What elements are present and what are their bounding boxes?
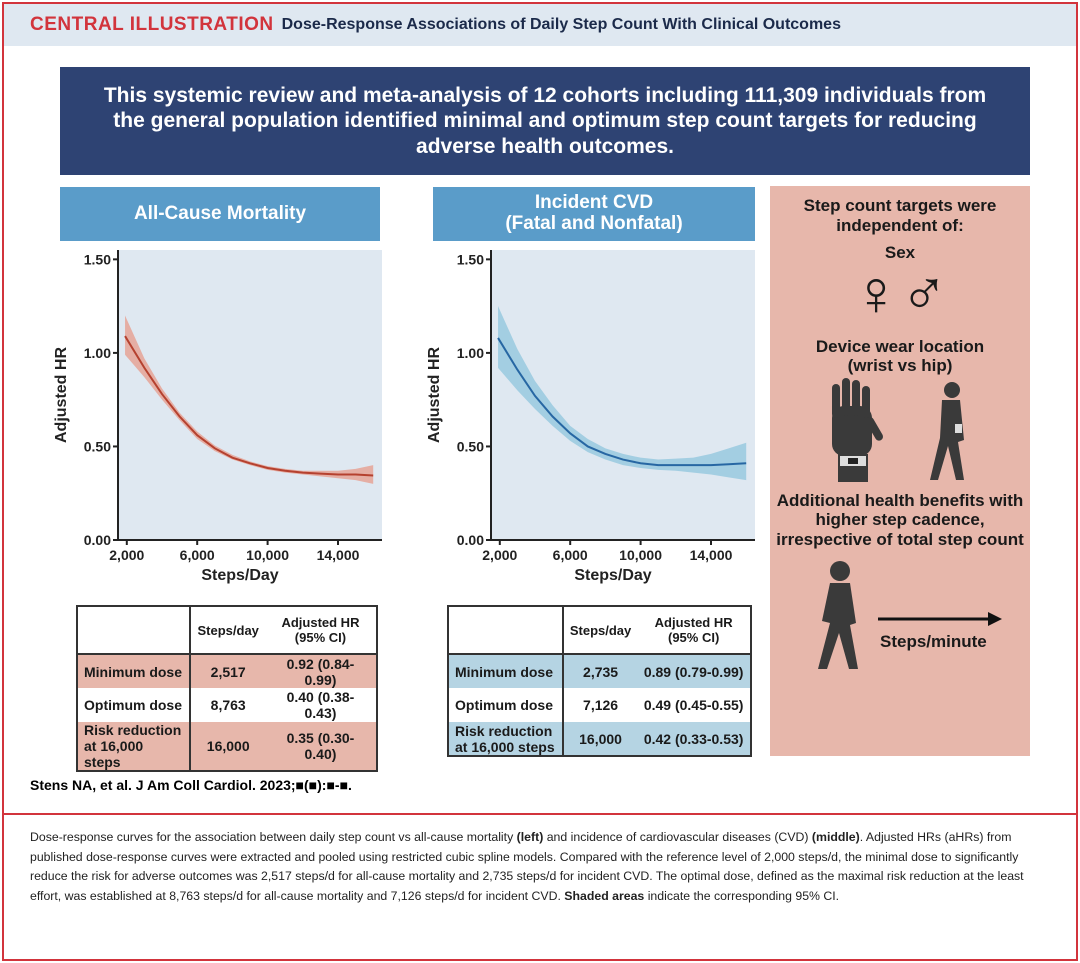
- header-steps: Steps/day: [562, 606, 638, 655]
- x-tick-label: 10,000: [619, 547, 662, 563]
- header-hr: Adjusted HR (95% CI): [637, 606, 751, 655]
- table-cell: 7,126: [583, 697, 619, 713]
- y-tick-label: 0.00: [457, 532, 484, 548]
- x-tick-label: 2,000: [482, 547, 517, 563]
- x-axis-label: Steps/Day: [574, 567, 651, 584]
- header-cell: [448, 606, 564, 655]
- caption-bold: (left): [516, 830, 544, 844]
- walking-woman-icon: [818, 561, 858, 670]
- y-tick-label: 1.50: [457, 251, 484, 267]
- header-cell: [77, 606, 192, 655]
- x-tick-label: 14,000: [690, 547, 733, 563]
- caption-bold: Shaded areas: [564, 889, 645, 904]
- cvd-chart: 0.00 0.50 1.00 1.50 2,000 6,000 10,000 14,000 St…: [426, 250, 755, 584]
- caption-text: and incidence of cardiovascular diseases…: [543, 830, 812, 844]
- cvd-table: Steps/day Adjusted HR (95% CI) Minimum dos…: [447, 605, 752, 757]
- hr-curve: [497, 337, 747, 467]
- walking-person-hip-icon: [930, 381, 964, 480]
- table-cell: 2,517: [210, 663, 246, 680]
- table-header: Steps/day Adjusted HR (95% CI): [448, 606, 751, 655]
- table-row: Optimum dose 8,763 0.40 (0.38-0.43): [77, 688, 377, 722]
- table-cell: Risk reduction at 16,000 steps: [77, 722, 192, 771]
- cadence-graphic: Steps/minute: [818, 561, 1002, 670]
- table-cell: Optimum dose: [77, 688, 192, 722]
- sex-label: Sex: [884, 243, 916, 263]
- hand-wrist-icon: [832, 377, 883, 482]
- table-row: Risk reduction at 16,000 steps 16,000 0.35…: [77, 722, 377, 771]
- table-row: Minimum dose 2,735 0.89 (0.79-0.99): [448, 654, 751, 688]
- table-cell: Optimum dose: [448, 688, 564, 722]
- table-row: Minimum dose 2,517 0.92 (0.84-0.99): [77, 654, 377, 688]
- header-steps: Steps/day: [190, 606, 265, 655]
- table-header: Steps/day Adjusted HR (95% CI): [77, 606, 377, 655]
- table-cell: 0.42 (0.33-0.53): [643, 730, 744, 747]
- header-hr: Adjusted HR (95% CI): [264, 606, 377, 655]
- panel-title-cvd-line1: Incident CVD: [534, 192, 654, 214]
- table-cell: 0.89 (0.79-0.99): [643, 663, 744, 680]
- caption-text: indicate the corresponding 95% CI.: [644, 889, 840, 904]
- confidence-band: [498, 306, 747, 481]
- y-axis-label: Adjusted HR: [53, 347, 70, 443]
- table-row: Risk reduction at 16,000 steps 16,000 0.42…: [448, 722, 751, 756]
- panel-title-cvd-line2: (Fatal and Nonfatal): [505, 213, 683, 234]
- device-icons: [832, 377, 964, 482]
- table-cell: Risk reduction at 16,000 steps: [448, 722, 564, 756]
- panel-title-cvd: Incident CVD (Fatal and Nonfatal): [433, 187, 755, 241]
- y-tick-label: 0.50: [84, 438, 111, 454]
- table-cell: 8,763: [210, 697, 246, 713]
- table-cell: 16,000: [206, 738, 250, 754]
- independence-panel: Step count targets were independent of: …: [770, 186, 1030, 756]
- cadence-label: Additional health benefits with higher s…: [776, 490, 1024, 549]
- y-tick-label: 1.00: [84, 345, 111, 361]
- hr-curve: [124, 335, 374, 477]
- x-tick-label: 6,000: [553, 547, 588, 563]
- x-axis-label: Steps/Day: [201, 567, 278, 584]
- device-label: Device wear location (wrist vs hip): [815, 336, 985, 376]
- table-cell: 0.49 (0.45-0.55): [643, 697, 744, 713]
- arrow-right-icon: [988, 612, 1002, 627]
- divider: [4, 813, 1076, 815]
- table-cell: Minimum dose: [448, 654, 564, 688]
- table-cell: 0.40 (0.38-0.43): [286, 689, 355, 721]
- summary-banner: This systemic review and meta-analysis o…: [60, 67, 1030, 175]
- caption-text: Dose-response curves for the association…: [30, 830, 517, 844]
- male-symbol-icon: ♂: [900, 256, 948, 329]
- female-symbol-icon: ♀: [852, 256, 900, 329]
- y-axis-label: Adjusted HR: [426, 347, 443, 443]
- x-tick-label: 6,000: [180, 547, 215, 563]
- x-tick-label: 2,000: [109, 547, 144, 563]
- table-cell: 0.35 (0.30-0.40): [286, 730, 355, 762]
- panel-title-mortality: All-Cause Mortality: [60, 187, 380, 241]
- table-cell: 2,735: [583, 663, 619, 680]
- mortality-chart: 0.00 0.50 1.00 1.50 2,000 6,000 10,000 14,000 St…: [53, 250, 382, 584]
- y-tick-label: 0.00: [84, 532, 111, 548]
- header-label: CENTRAL ILLUSTRATION: [30, 14, 274, 35]
- header-title: Dose-Response Associations of Daily Step…: [281, 16, 841, 33]
- sex-icons: ♀♂: [770, 261, 1030, 325]
- header: CENTRAL ILLUSTRATION Dose-Response Assoc…: [4, 4, 1076, 46]
- table-cell: 16,000: [579, 730, 622, 747]
- caption: Dose-response curves for the association…: [30, 828, 1050, 907]
- table-cell: Minimum dose: [77, 654, 192, 688]
- side-heading: Step count targets were independent of:: [803, 196, 997, 235]
- x-tick-label: 14,000: [317, 547, 360, 563]
- y-tick-label: 0.50: [457, 438, 484, 454]
- steps-minute-label: Steps/minute: [880, 632, 987, 651]
- table-row: Optimum dose 7,126 0.49 (0.45-0.55): [448, 688, 751, 722]
- citation: Stens NA, et al. J Am Coll Cardiol. 2023…: [30, 777, 352, 793]
- table-cell: 0.92 (0.84-0.99): [286, 655, 355, 688]
- caption-bold: (middle): [811, 830, 860, 844]
- plot-area: [118, 250, 382, 540]
- y-tick-label: 1.00: [457, 345, 484, 361]
- x-tick-label: 10,000: [246, 547, 289, 563]
- caption-text: . Adjusted HRs (aHRs) from published dos…: [30, 830, 1024, 904]
- y-tick-label: 1.50: [84, 251, 111, 267]
- mortality-table: Steps/day Adjusted HR (95% CI) Minimum dos…: [76, 605, 378, 772]
